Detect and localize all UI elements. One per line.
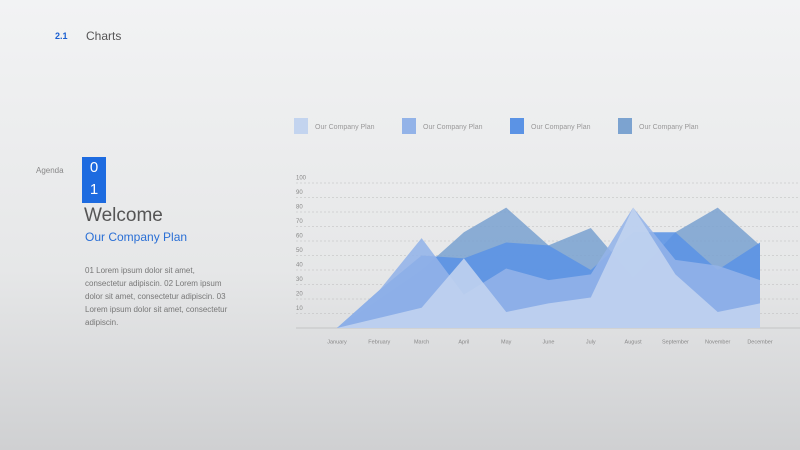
section-title: Charts xyxy=(86,29,122,43)
y-tick-label: 90 xyxy=(296,190,303,196)
x-tick-label: July xyxy=(586,339,596,345)
x-tick-label: April xyxy=(458,339,469,345)
legend-label: Our Company Plan xyxy=(639,124,699,131)
section-number: 2.1 xyxy=(55,31,68,41)
x-tick-label: June xyxy=(543,339,555,345)
x-tick-label: November xyxy=(705,339,731,345)
y-tick-label: 40 xyxy=(296,263,303,269)
y-tick-label: 70 xyxy=(296,219,303,225)
x-tick-label: May xyxy=(501,339,512,345)
x-tick-label: December xyxy=(747,339,773,345)
legend-label: Our Company Plan xyxy=(423,124,483,131)
legend-label: Our Company Plan xyxy=(531,124,591,131)
legend-swatch xyxy=(510,118,524,134)
agenda-label: Agenda xyxy=(36,166,64,175)
legend-swatch xyxy=(402,118,416,134)
x-tick-label: August xyxy=(625,339,643,345)
legend-label: Our Company Plan xyxy=(315,124,375,131)
y-tick-label: 80 xyxy=(296,205,303,211)
y-tick-label: 60 xyxy=(296,234,303,240)
legend-swatch xyxy=(618,118,632,134)
area xyxy=(337,207,760,328)
legend-swatch xyxy=(294,118,308,134)
index-digit: 1 xyxy=(89,181,99,198)
x-tick-label: February xyxy=(368,339,390,345)
index-digit: 0 xyxy=(89,159,99,176)
heading: Welcome xyxy=(84,205,163,226)
y-tick-label: 20 xyxy=(296,292,303,298)
x-tick-label: March xyxy=(414,339,429,345)
subheading: Our Company Plan xyxy=(85,230,188,244)
y-tick-label: 10 xyxy=(296,306,303,312)
y-tick-label: 30 xyxy=(296,277,303,283)
y-tick-label: 100 xyxy=(296,176,307,182)
x-tick-label: September xyxy=(662,339,689,345)
body-text: 01 Lorem ipsum dolor sit amet, consectet… xyxy=(85,266,228,327)
y-tick-label: 50 xyxy=(296,248,303,254)
x-tick-label: January xyxy=(327,339,347,345)
index-box: 0 1 xyxy=(82,157,106,203)
